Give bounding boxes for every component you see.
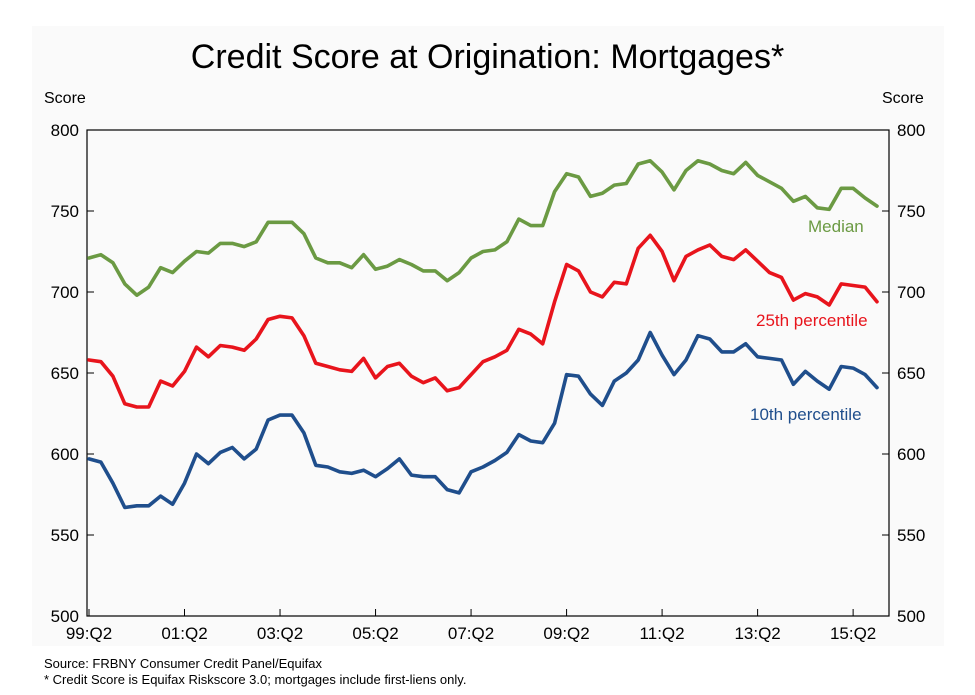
y-tick-label-left: 750 <box>51 202 79 221</box>
x-tick-label: 15:Q2 <box>830 624 876 643</box>
x-tick-label: 11:Q2 <box>640 624 685 643</box>
y-tick-label-right: 500 <box>897 607 925 626</box>
series-line-10th-percentile <box>87 330 879 510</box>
y-tick-label-right: 750 <box>897 202 925 221</box>
y-tick-label-left: 500 <box>51 607 79 626</box>
x-tick-label: 05:Q2 <box>352 624 398 643</box>
y-tick-label-right: 550 <box>897 526 925 545</box>
x-tick-label: 09:Q2 <box>543 624 589 643</box>
y-tick-label-left: 550 <box>51 526 79 545</box>
series-label-median: Median <box>808 217 864 236</box>
y-tick-label-left: 800 <box>51 121 79 140</box>
y-tick-label-left: 650 <box>51 364 79 383</box>
y-tick-label-left: 600 <box>51 445 79 464</box>
x-tick-label: 03:Q2 <box>257 624 303 643</box>
series-line-25th-percentile <box>87 233 879 409</box>
series-labels: Median 25th percentile 10th percentile <box>750 217 868 424</box>
series-label-25th-percentile: 25th percentile <box>756 311 868 330</box>
y-tick-label-right: 700 <box>897 283 925 302</box>
x-tick-label: 07:Q2 <box>448 624 494 643</box>
x-tick-label: 01:Q2 <box>161 624 207 643</box>
y-tick-label-right: 800 <box>897 121 925 140</box>
y-axis-label-left: Score <box>44 90 86 107</box>
plot-frame <box>86 129 890 617</box>
y-tick-label-right: 600 <box>897 445 925 464</box>
source-note: Source: FRBNY Consumer Credit Panel/Equi… <box>44 656 322 671</box>
series-label-10th-percentile: 10th percentile <box>750 405 862 424</box>
chart-title: Credit Score at Origination: Mortgages* <box>190 38 785 76</box>
y-axis-label-right: Score <box>882 90 924 107</box>
x-tick-label: 13:Q2 <box>734 624 780 643</box>
series-lines <box>87 159 879 510</box>
x-tick-label: 99:Q2 <box>66 624 112 643</box>
y-tick-label-right: 650 <box>897 364 925 383</box>
chart-background <box>32 26 944 646</box>
axes: 500 500 550 550 600 600 650 650 700 700 750 750 800 8… <box>51 121 926 643</box>
footnote: * Credit Score is Equifax Riskscore 3.0;… <box>44 672 467 687</box>
series-line-median <box>87 159 879 297</box>
y-tick-label-left: 700 <box>51 283 79 302</box>
